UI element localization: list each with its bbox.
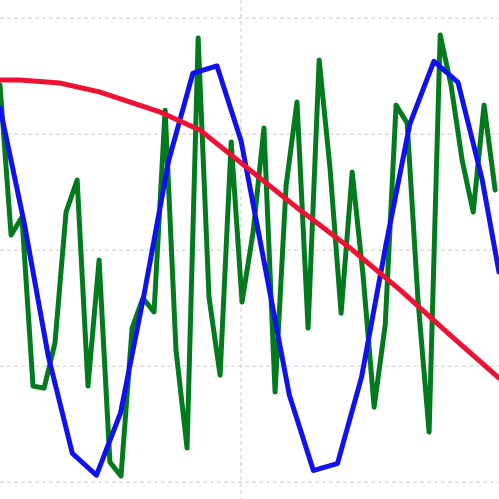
line-series [0,58,499,478]
line-series [0,32,498,479]
line-series [0,77,499,381]
